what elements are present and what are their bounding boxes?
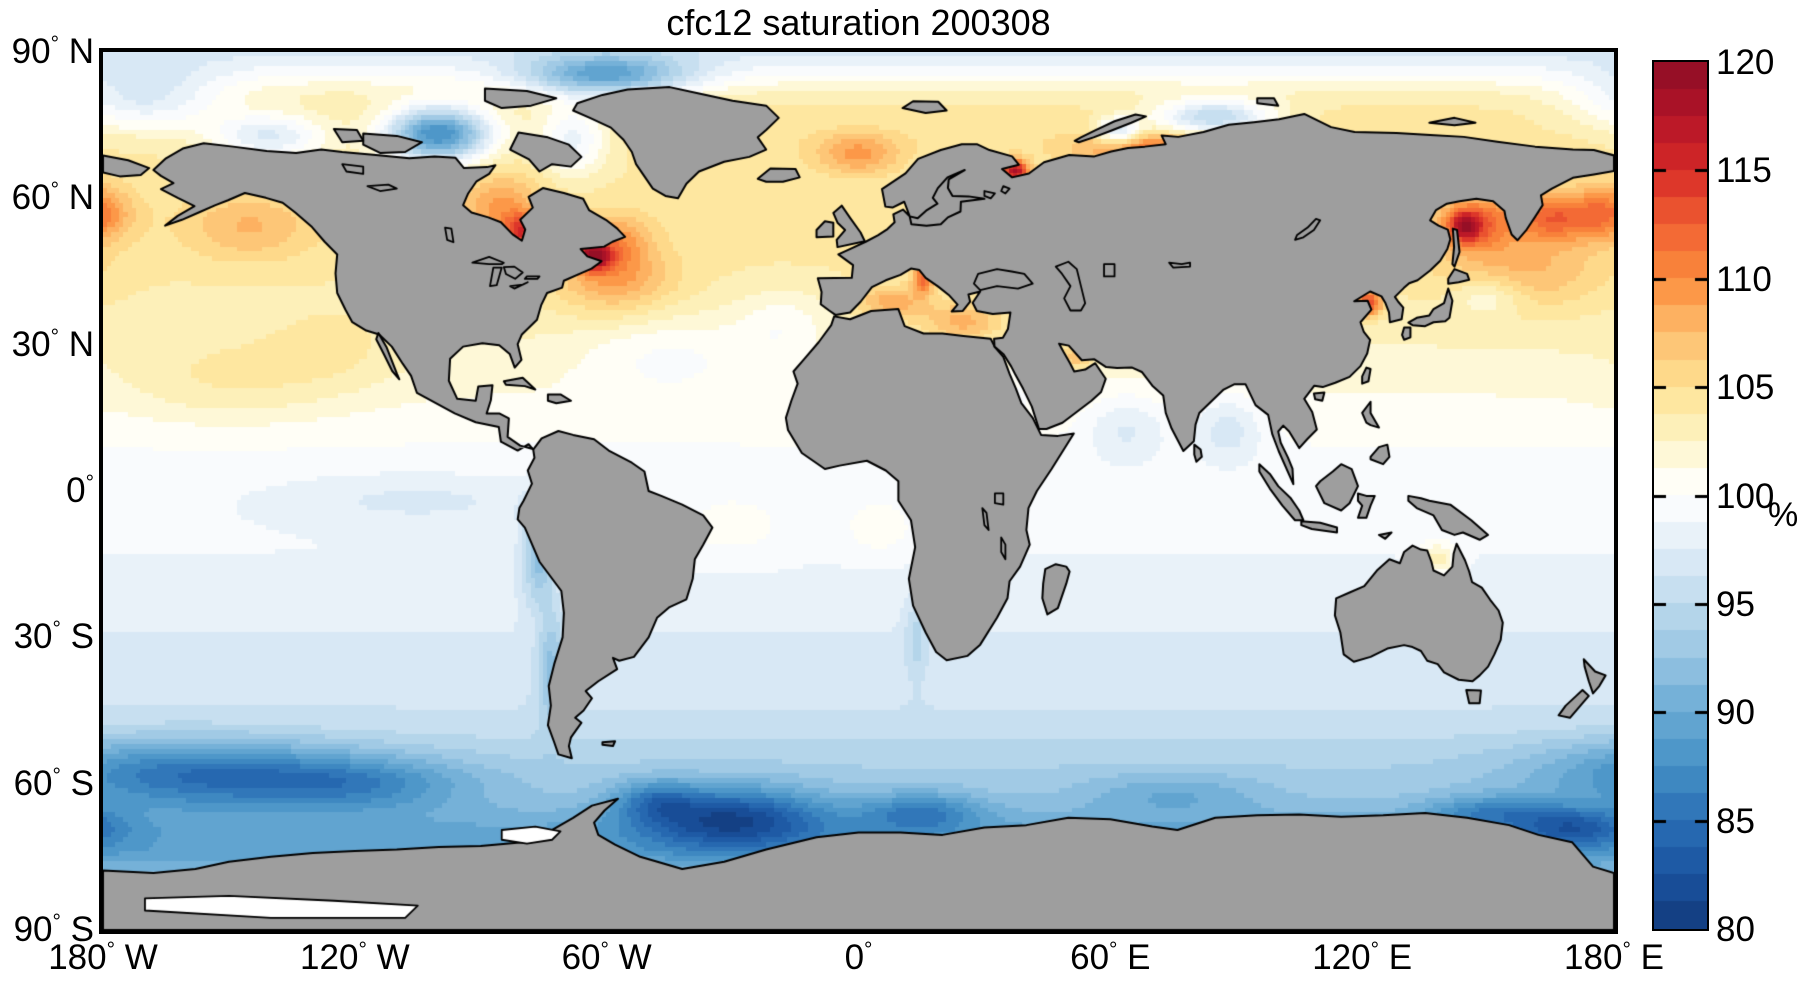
degree-symbol: ° (1622, 938, 1631, 962)
x-tick-label-120W: 120° W (300, 938, 410, 977)
colorbar-unit-label: % (1768, 496, 1799, 534)
degree-symbol: ° (600, 938, 609, 962)
degree-symbol: ° (1370, 938, 1380, 962)
degree-symbol: ° (358, 938, 367, 962)
world-heatmap-canvas (103, 52, 1614, 930)
colorbar (1652, 60, 1709, 931)
y-tick-label-30S: 30° S (13, 617, 94, 657)
degree-symbol: ° (52, 617, 61, 641)
y-tick-label-90S: 90° S (13, 910, 94, 949)
degree-symbol: ° (50, 325, 59, 348)
x-tick-label-120E: 120° E (1312, 938, 1413, 977)
y-tick-label-60S: 60° S (13, 763, 94, 803)
colorbar-tick-label-80: 80 (1716, 910, 1755, 949)
degree-symbol: ° (85, 471, 94, 495)
x-tick-label-0: 0° (844, 938, 873, 977)
y-tick-label-0: 0° (66, 471, 94, 510)
colorbar-tick-label-115: 115 (1716, 151, 1772, 191)
map-plot-area (99, 48, 1618, 934)
colorbar-tick-label-90: 90 (1716, 693, 1755, 733)
x-tick-label-60E: 60° E (1070, 938, 1151, 977)
degree-symbol: ° (106, 938, 116, 962)
degree-symbol: ° (52, 910, 61, 934)
colorbar-tick-label-120: 120 (1716, 43, 1775, 82)
colorbar-tick-label-100: 100 (1716, 476, 1775, 516)
degree-symbol: ° (52, 764, 61, 787)
x-tick-label-180E: 180° E (1564, 938, 1664, 977)
degree-symbol: ° (50, 178, 59, 202)
colorbar-tick-label-95: 95 (1716, 584, 1755, 624)
degree-symbol: ° (1109, 938, 1118, 962)
colorbar-tick-label-85: 85 (1716, 801, 1755, 841)
colorbar-tick-label-105: 105 (1716, 368, 1775, 408)
colorbar-tick-label-110: 110 (1716, 259, 1772, 299)
y-tick-label-90N: 90° N (11, 32, 94, 71)
y-tick-label-60N: 60° N (11, 178, 94, 218)
degree-symbol: ° (50, 32, 59, 56)
colorbar-canvas (1654, 62, 1707, 929)
chart-title: cfc12 saturation 200308 (666, 2, 1051, 43)
x-tick-label-60W: 60° W (561, 938, 652, 977)
degree-symbol: ° (864, 938, 873, 962)
x-tick-label-180W: 180° W (48, 938, 158, 977)
y-tick-label-30N: 30° N (11, 324, 94, 364)
